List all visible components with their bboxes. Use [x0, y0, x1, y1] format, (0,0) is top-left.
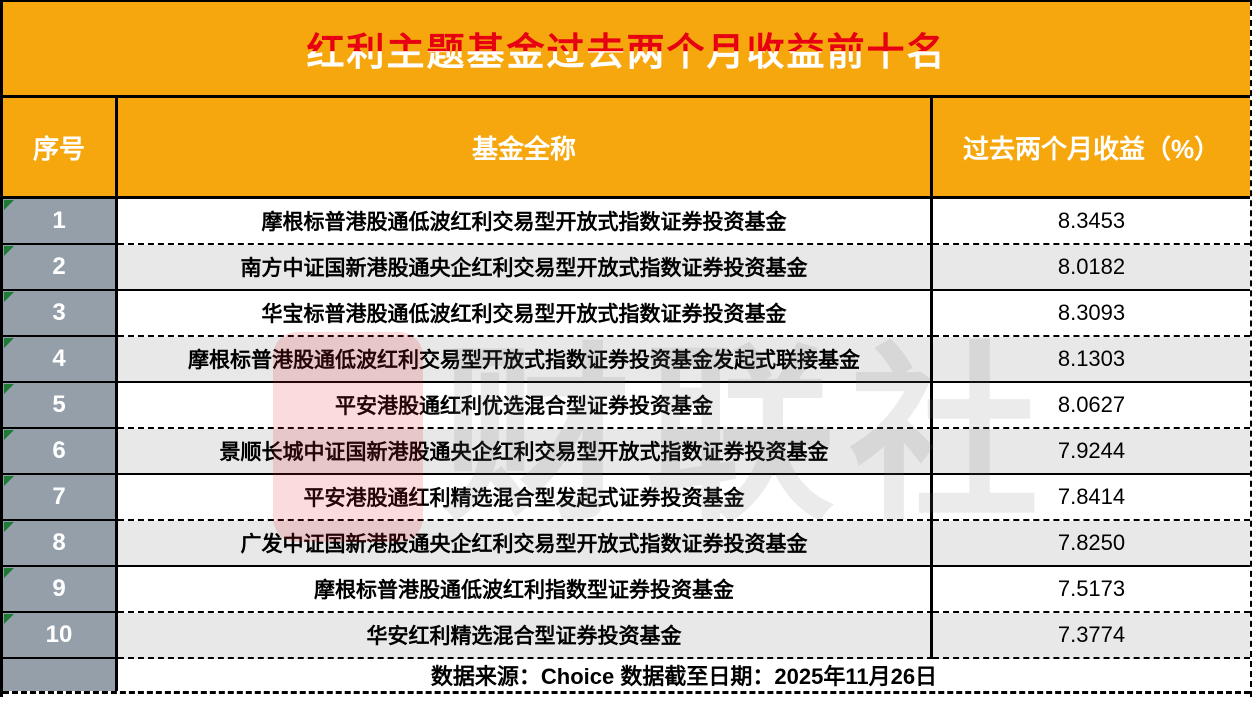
table-row: 5 平安港股通红利优选混合型证券投资基金 8.0627	[3, 383, 1250, 429]
excel-flag-triangle-icon	[4, 430, 14, 440]
data-source-note: 数据来源：Choice 数据截至日期：2025年11月26日	[430, 664, 938, 689]
fund-name: 摩根标普港股通低波红利交易型开放式指数证券投资基金发起式联接基金	[118, 337, 933, 383]
row-index-cell: 6	[3, 429, 118, 475]
row-index-cell: 7	[3, 475, 118, 521]
row-index-cell: 1	[3, 199, 118, 245]
return-value: 7.8414	[933, 475, 1250, 521]
excel-flag-triangle-icon	[4, 292, 14, 302]
return-value: 8.3453	[933, 199, 1250, 245]
row-index-cell: 2	[3, 245, 118, 291]
excel-flag-triangle-icon	[4, 568, 14, 578]
return-value: 8.1303	[933, 337, 1250, 383]
table-row: 9 摩根标普港股通低波红利指数型证券投资基金 7.5173	[3, 567, 1250, 613]
row-index-cell: 3	[3, 291, 118, 337]
fund-name: 南方中证国新港股通央企红利交易型开放式指数证券投资基金	[118, 245, 933, 291]
return-value: 7.5173	[933, 567, 1250, 613]
fund-name: 景顺长城中证国新港股通央企红利交易型开放式指数证券投资基金	[118, 429, 933, 475]
excel-flag-triangle-icon	[4, 246, 14, 256]
return-value: 8.0182	[933, 245, 1250, 291]
row-index: 1	[52, 207, 66, 234]
table-row: 10 华安红利精选混合型证券投资基金 7.3774	[3, 613, 1250, 659]
row-index: 2	[52, 253, 66, 280]
row-index: 3	[52, 299, 66, 326]
table-row: 4 摩根标普港股通低波红利交易型开放式指数证券投资基金发起式联接基金 8.130…	[3, 337, 1250, 383]
header-return: 过去两个月收益（%）	[962, 133, 1221, 164]
fund-name: 华宝标普港股通低波红利交易型开放式指数证券投资基金	[118, 291, 933, 337]
return-value: 7.9244	[933, 429, 1250, 475]
row-index: 4	[52, 345, 66, 372]
fund-name: 华安红利精选混合型证券投资基金	[118, 613, 933, 659]
row-index-cell: 10	[3, 613, 118, 659]
fund-name: 平安港股通红利精选混合型发起式证券投资基金	[118, 475, 933, 521]
table-row: 2 南方中证国新港股通央企红利交易型开放式指数证券投资基金 8.0182	[3, 245, 1250, 291]
excel-flag-triangle-icon	[4, 384, 14, 394]
row-index: 6	[52, 437, 66, 464]
row-index-cell: 4	[3, 337, 118, 383]
fund-name: 摩根标普港股通低波红利指数型证券投资基金	[118, 567, 933, 613]
excel-flag-triangle-icon	[4, 338, 14, 348]
row-index: 7	[52, 483, 66, 510]
return-value: 7.8250	[933, 521, 1250, 567]
header-fund-name: 基金全称	[118, 98, 933, 196]
fund-name: 摩根标普港股通低波红利交易型开放式指数证券投资基金	[118, 199, 933, 245]
row-index: 8	[52, 529, 66, 556]
return-value: 8.0627	[933, 383, 1250, 429]
excel-flag-triangle-icon	[4, 522, 14, 532]
row-index: 10	[45, 621, 73, 648]
table-row: 7 平安港股通红利精选混合型发起式证券投资基金 7.8414	[3, 475, 1250, 521]
row-index-cell: 9	[3, 567, 118, 613]
row-index: 5	[52, 391, 66, 418]
table-header-row: 序号 基金全称 过去两个月收益（%）	[3, 98, 1250, 199]
fund-name: 广发中证国新港股通央企红利交易型开放式指数证券投资基金	[118, 521, 933, 567]
table-row: 6 景顺长城中证国新港股通央企红利交易型开放式指数证券投资基金 7.9244	[3, 429, 1250, 475]
row-index-cell: 5	[3, 383, 118, 429]
row-index-cell: 8	[3, 521, 118, 567]
excel-flag-triangle-icon	[4, 614, 14, 624]
table-row: 1 摩根标普港股通低波红利交易型开放式指数证券投资基金 8.3453	[3, 199, 1250, 245]
fund-name: 平安港股通红利优选混合型证券投资基金	[118, 383, 933, 429]
excel-flag-triangle-icon	[4, 200, 14, 210]
excel-flag-triangle-icon	[4, 476, 14, 486]
table-footer-row: 数据来源：Choice 数据截至日期：2025年11月26日	[3, 659, 1250, 694]
table-row: 3 华宝标普港股通低波红利交易型开放式指数证券投资基金 8.3093	[3, 291, 1250, 337]
header-index: 序号	[3, 98, 118, 196]
footer-index-cell	[3, 659, 118, 691]
return-value: 7.3774	[933, 613, 1250, 659]
return-value: 8.3093	[933, 291, 1250, 337]
title-bar: 红利主题基金过去两个月收益前十名 红利主题基金过去两个月收益前十名	[3, 2, 1250, 98]
table-row: 8 广发中证国新港股通央企红利交易型开放式指数证券投资基金 7.8250	[3, 521, 1250, 567]
page-title-bottom-half: 红利主题基金过去两个月收益前十名	[306, 32, 947, 74]
page-title-top-half: 红利主题基金过去两个月收益前十名	[306, 32, 947, 74]
row-index: 9	[52, 575, 66, 602]
